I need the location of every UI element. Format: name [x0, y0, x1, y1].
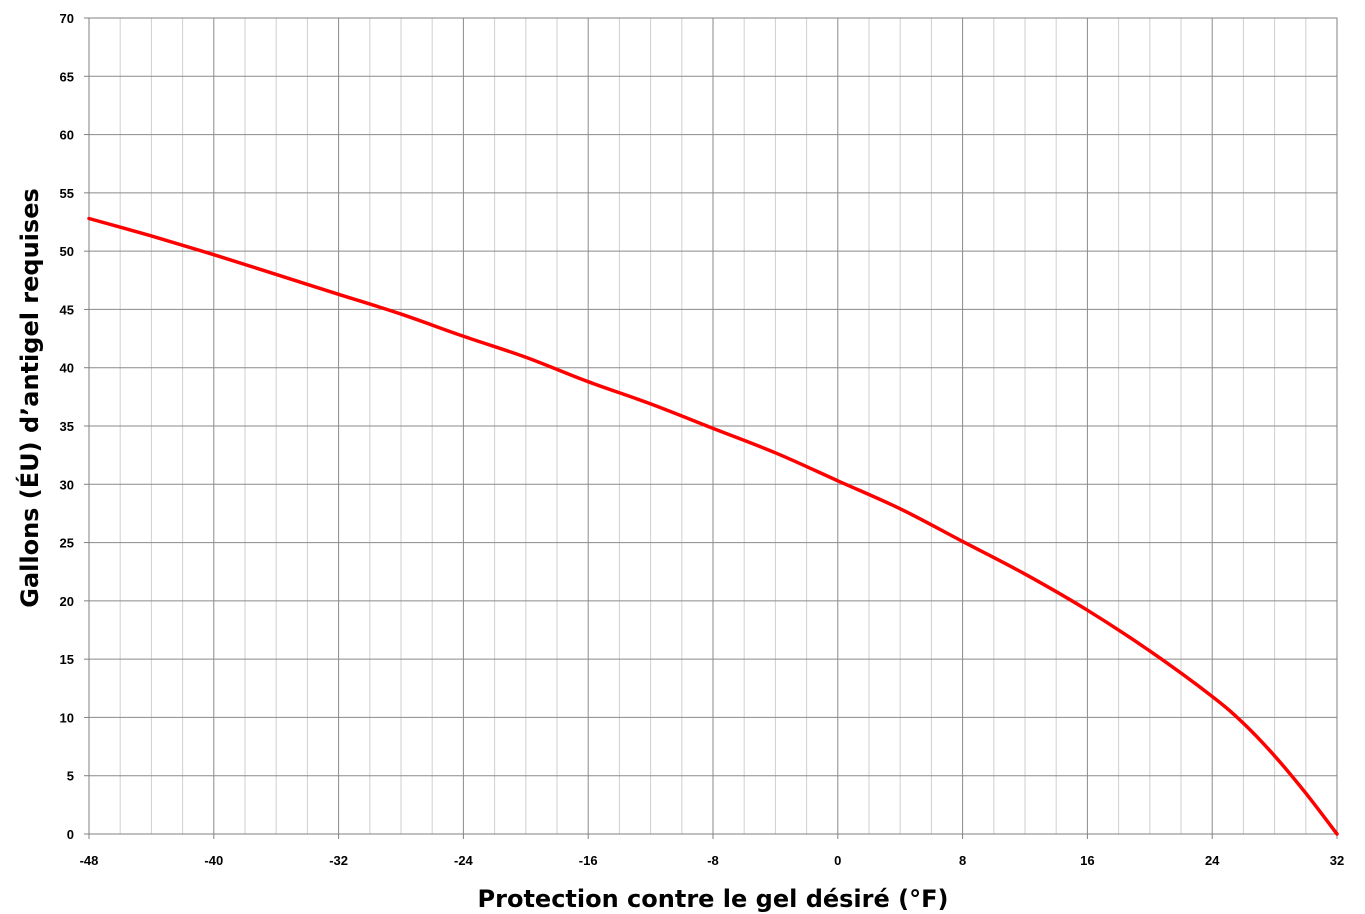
y-tick-label: 5	[67, 769, 74, 784]
y-tick-label: 40	[60, 361, 74, 376]
y-tick-label: 10	[60, 710, 74, 725]
x-axis-ticks: -48 -40 -32 -24 -16 -8 0 8 16 24 32	[80, 834, 1344, 868]
y-tick-label: 50	[60, 244, 74, 259]
x-tick-label: 32	[1330, 853, 1344, 868]
x-axis-title: Protection contre le gel désiré (°F)	[478, 885, 949, 913]
x-tick-label: -8	[707, 853, 719, 868]
y-tick-label: 20	[60, 594, 74, 609]
x-tick-label: 8	[959, 853, 966, 868]
y-tick-label: 45	[60, 302, 74, 317]
y-tick-label: 55	[60, 186, 74, 201]
x-tick-label: -32	[329, 853, 348, 868]
x-tick-label: -48	[80, 853, 99, 868]
y-tick-label: 0	[67, 827, 74, 842]
series-line	[87, 216, 1339, 836]
y-axis-ticks: 0 5 10 15 20 25 30 35 40 45 50 55 60 65 70	[60, 11, 89, 842]
y-tick-label: 30	[60, 477, 74, 492]
y-tick-label: 25	[60, 536, 74, 551]
y-tick-label: 60	[60, 128, 74, 143]
y-tick-label: 35	[60, 419, 74, 434]
series-layer	[87, 216, 1339, 836]
x-tick-label: -16	[579, 853, 598, 868]
y-tick-label: 70	[60, 11, 74, 26]
x-tick-label: 24	[1205, 853, 1220, 868]
y-axis-title: Gallons (ÉU) d’antigel requises	[15, 188, 44, 608]
x-tick-label: -40	[204, 853, 223, 868]
x-tick-label: -24	[454, 853, 474, 868]
x-tick-label: 16	[1080, 853, 1094, 868]
x-tick-label: 0	[834, 853, 841, 868]
y-tick-label: 15	[60, 652, 74, 667]
y-tick-label: 65	[60, 69, 74, 84]
